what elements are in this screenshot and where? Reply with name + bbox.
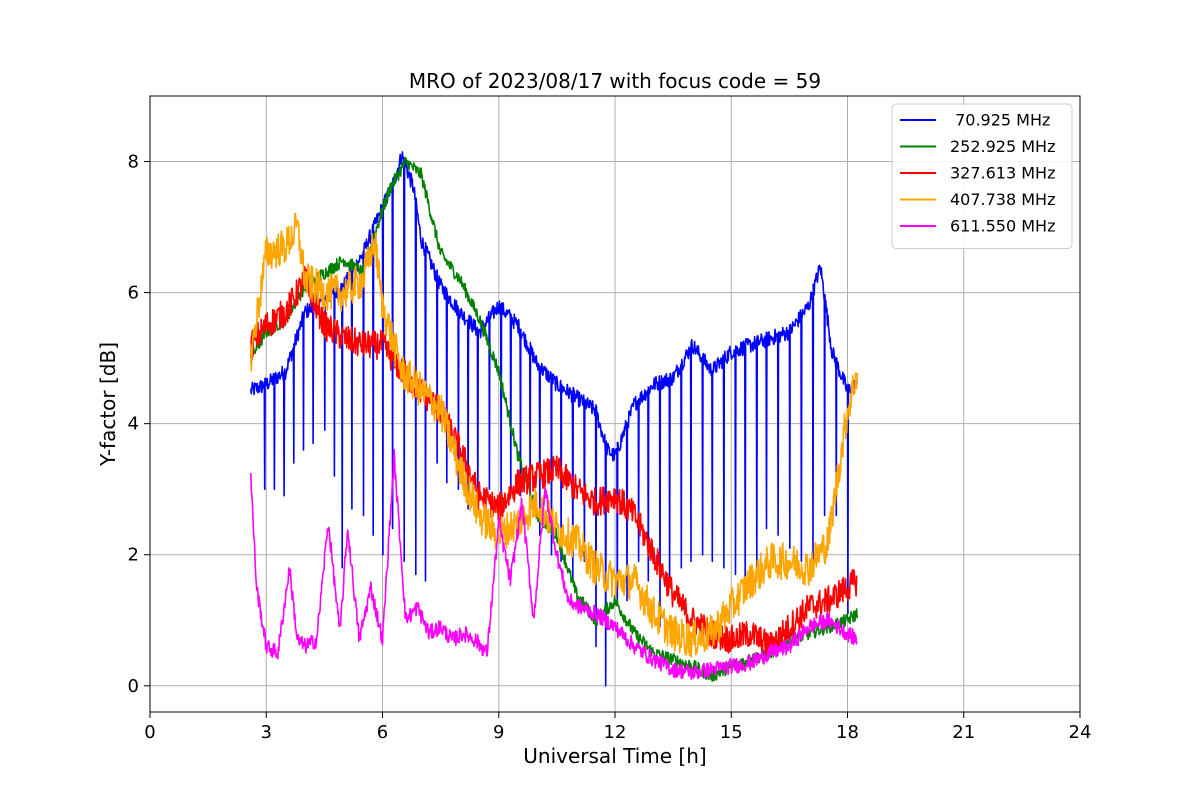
series-line	[250, 212, 858, 658]
x-tick-label: 18	[836, 722, 859, 743]
series-line	[250, 266, 858, 657]
y-tick-label: 2	[128, 545, 139, 566]
legend-label: 252.925 MHz	[950, 137, 1055, 156]
x-tick-label: 24	[1069, 722, 1092, 743]
y-tick-label: 4	[128, 414, 139, 435]
series-line	[250, 448, 858, 680]
legend-label: 327.613 MHz	[950, 164, 1055, 183]
legend-frame	[891, 103, 1073, 249]
legend-label: 611.550 MHz	[950, 217, 1055, 236]
y-tick-label: 6	[128, 283, 139, 304]
legend-label: 70.925 MHz	[950, 111, 1050, 130]
series-line	[250, 151, 858, 687]
x-tick-label: 15	[720, 722, 743, 743]
x-tick-label: 12	[604, 722, 627, 743]
x-tick-label: 9	[493, 722, 504, 743]
chart-title: MRO of 2023/08/17 with focus code = 59	[409, 69, 821, 93]
legend-label: 407.738 MHz	[950, 190, 1055, 209]
x-axis-title: Universal Time [h]	[523, 744, 706, 768]
legend: 70.925 MHz 252.925 MHz 327.613 MHz 407.738 …	[891, 103, 1073, 249]
x-tick-label: 6	[377, 722, 388, 743]
x-tick-label: 0	[144, 722, 155, 743]
x-tick-label: 3	[261, 722, 272, 743]
plot-area	[250, 151, 858, 687]
y-axis-title: Y-factor [dB]	[96, 342, 120, 467]
y-tick-label: 0	[128, 676, 139, 697]
y-tick-label: 8	[128, 152, 139, 173]
x-tick-label: 21	[952, 722, 975, 743]
